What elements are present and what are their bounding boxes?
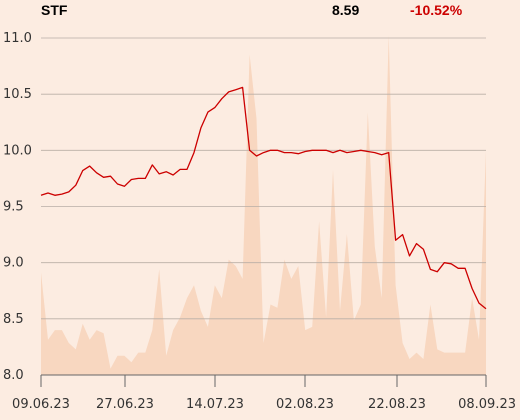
grid-layer <box>41 37 486 376</box>
price-line <box>40 86 487 310</box>
x-tick-label: 09.06.23 <box>12 397 70 412</box>
y-tick-label: 10.5 <box>3 87 32 102</box>
y-tick-label: 8.5 <box>3 312 24 327</box>
y-tick-label: 9.0 <box>3 256 24 271</box>
price-line-layer <box>40 86 487 310</box>
x-tick-label: 14.07.23 <box>186 397 244 412</box>
y-tick-label: 9.5 <box>3 200 24 215</box>
last-price: 8.59 <box>332 2 360 18</box>
x-tick-label: 27.06.23 <box>96 397 154 412</box>
y-tick-label: 11.0 <box>3 31 32 46</box>
y-axis: 8.0 8.5 9.0 9.5 10.0 10.5 11.0 <box>3 31 32 383</box>
volume-layer <box>41 35 486 376</box>
x-tick-label: 22.08.23 <box>368 397 426 412</box>
x-tick-label: 08.09.23 <box>458 397 516 412</box>
volume-area <box>41 35 486 376</box>
ticker-symbol: STF <box>41 2 68 18</box>
y-tick-label: 8.0 <box>3 368 24 383</box>
y-tick-label: 10.0 <box>3 143 32 158</box>
x-axis: 09.06.23 27.06.23 14.07.23 02.08.23 22.08.23… <box>12 374 516 412</box>
price-change-percent: -10.52% <box>410 2 463 18</box>
x-tick-label: 02.08.23 <box>276 397 334 412</box>
